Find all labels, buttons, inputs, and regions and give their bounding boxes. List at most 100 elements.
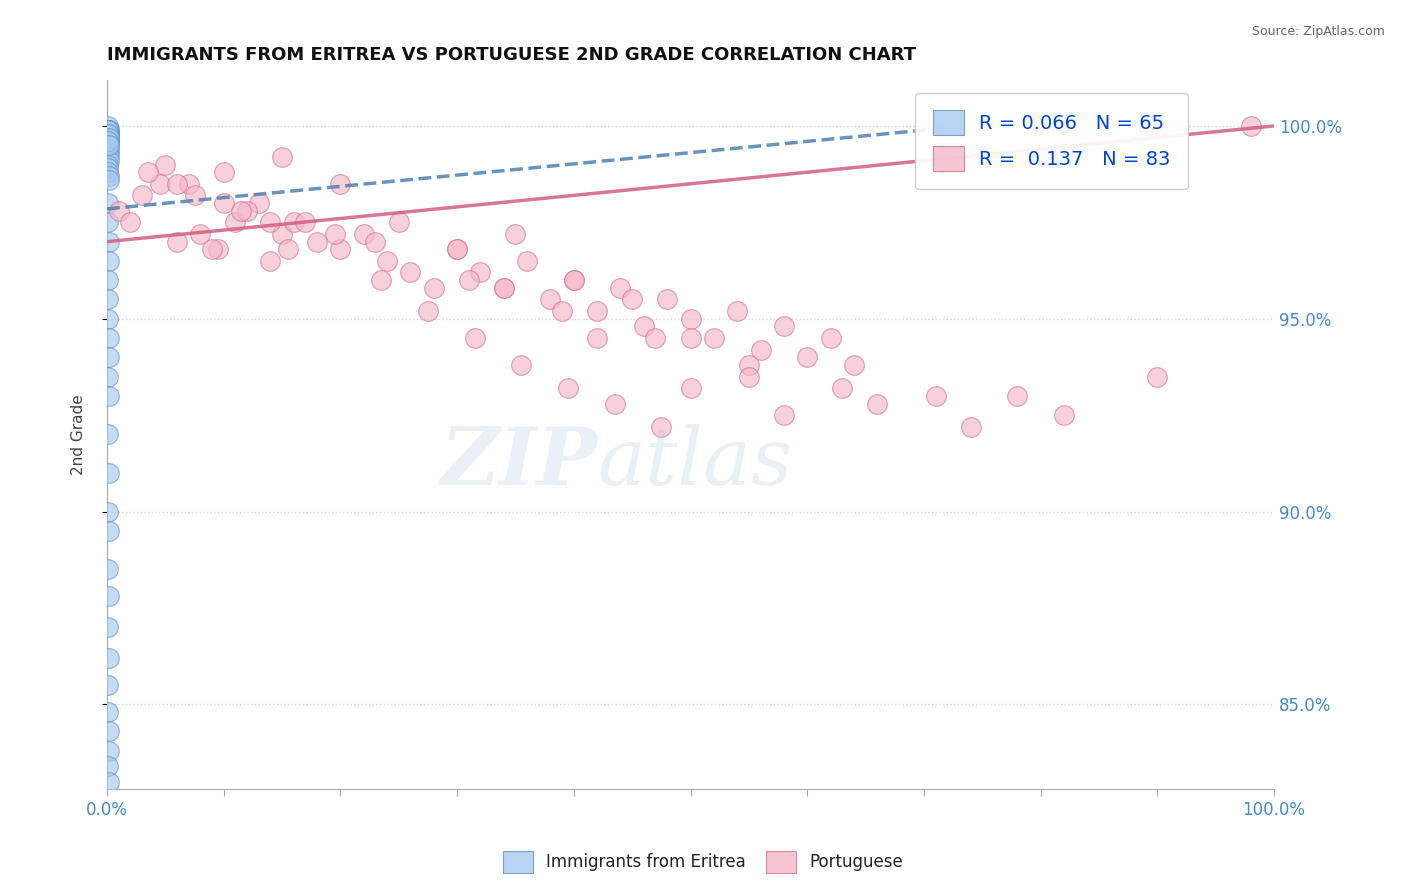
Point xyxy=(97,123,120,137)
Point xyxy=(97,127,120,141)
Point xyxy=(97,678,120,692)
Point xyxy=(97,562,120,576)
Point xyxy=(97,130,120,145)
Point xyxy=(98,724,121,739)
Point xyxy=(679,381,702,395)
Point xyxy=(183,188,205,202)
Y-axis label: 2nd Grade: 2nd Grade xyxy=(72,394,86,475)
Point xyxy=(97,759,120,773)
Point xyxy=(399,265,422,279)
Point xyxy=(236,203,259,218)
Point xyxy=(166,177,188,191)
Point xyxy=(97,134,120,148)
Point xyxy=(959,419,981,434)
Point xyxy=(492,281,515,295)
Text: atlas: atlas xyxy=(598,424,793,501)
Point xyxy=(388,215,411,229)
Point xyxy=(464,331,486,345)
Point xyxy=(98,173,121,187)
Point xyxy=(364,235,387,249)
Point xyxy=(98,331,121,345)
Point xyxy=(97,119,120,133)
Point xyxy=(98,145,121,160)
Point xyxy=(177,177,200,191)
Point xyxy=(603,396,626,410)
Point xyxy=(97,127,120,141)
Point xyxy=(510,358,533,372)
Point xyxy=(423,281,446,295)
Point xyxy=(650,419,672,434)
Point xyxy=(924,389,946,403)
Point xyxy=(98,127,121,141)
Point xyxy=(97,196,120,211)
Point xyxy=(446,243,468,257)
Point xyxy=(842,358,865,372)
Point xyxy=(98,744,121,758)
Point xyxy=(1005,389,1028,403)
Point xyxy=(107,203,129,218)
Point xyxy=(307,235,329,249)
Point xyxy=(97,620,120,634)
Point xyxy=(98,169,121,183)
Point xyxy=(703,331,725,345)
Point xyxy=(97,705,120,719)
Point xyxy=(738,369,761,384)
Point xyxy=(190,227,212,241)
Point xyxy=(98,134,121,148)
Point xyxy=(657,293,679,307)
Point xyxy=(155,157,177,171)
Point xyxy=(97,127,120,141)
Point xyxy=(97,130,120,145)
Point xyxy=(247,196,270,211)
Point xyxy=(749,343,772,357)
Point xyxy=(212,165,235,179)
Point xyxy=(120,215,142,229)
Point xyxy=(98,150,121,164)
Point xyxy=(97,165,120,179)
Point xyxy=(98,590,121,604)
Point xyxy=(562,273,585,287)
Point xyxy=(97,505,120,519)
Point xyxy=(644,331,666,345)
Point xyxy=(98,138,121,153)
Point xyxy=(97,123,120,137)
Point xyxy=(149,177,172,191)
Point xyxy=(796,351,818,365)
Point xyxy=(98,153,121,168)
Text: ZIP: ZIP xyxy=(440,424,598,501)
Point xyxy=(207,243,229,257)
Point xyxy=(97,427,120,442)
Point xyxy=(98,127,121,141)
Point xyxy=(136,165,159,179)
Point xyxy=(516,253,538,268)
Point xyxy=(551,304,574,318)
Point xyxy=(457,273,479,287)
Point xyxy=(97,273,120,287)
Point xyxy=(323,227,346,241)
Point xyxy=(97,130,120,145)
Point xyxy=(97,161,120,176)
Point xyxy=(98,138,121,153)
Point xyxy=(416,304,439,318)
Point xyxy=(97,130,120,145)
Point xyxy=(773,319,796,334)
Point xyxy=(97,215,120,229)
Point xyxy=(353,227,375,241)
Point xyxy=(98,130,121,145)
Point xyxy=(97,123,120,137)
Point xyxy=(98,134,121,148)
Point xyxy=(271,227,294,241)
Point xyxy=(540,293,562,307)
Point xyxy=(98,130,121,145)
Point xyxy=(621,293,644,307)
Point xyxy=(562,273,585,287)
Point xyxy=(98,253,121,268)
Point xyxy=(224,215,246,229)
Point xyxy=(97,138,120,153)
Point xyxy=(97,369,120,384)
Point xyxy=(329,243,352,257)
Point xyxy=(492,281,515,295)
Point xyxy=(97,138,120,153)
Point xyxy=(98,130,121,145)
Point xyxy=(98,127,121,141)
